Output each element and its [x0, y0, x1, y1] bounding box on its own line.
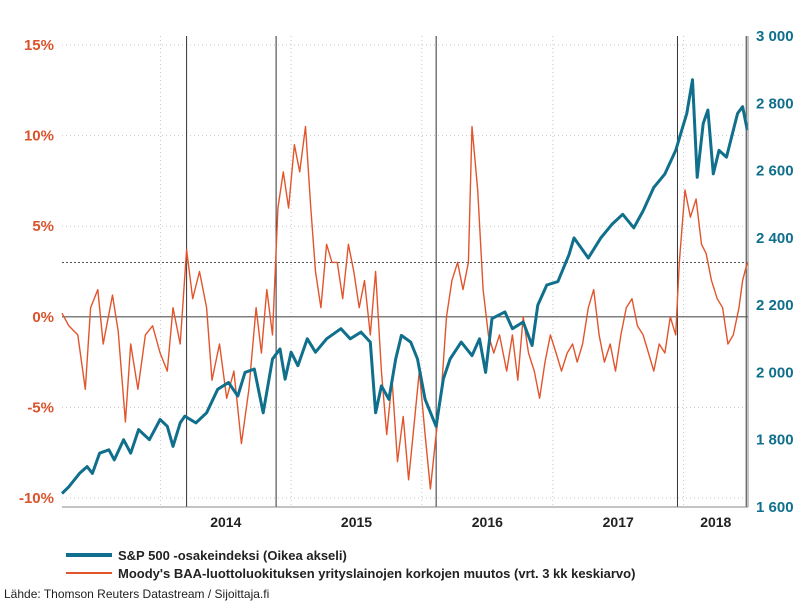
chart: -10% -5% 0% 5% 10% 15% 1 600 1 800 2 000 2 200 2 4… — [19, 28, 794, 530]
y-left-tick-label: 10% — [24, 128, 54, 145]
legend-swatch-baa — [66, 572, 112, 574]
legend-label-sp500: S&P 500 -osakeindeksi (Oikea akseli) — [118, 547, 347, 563]
y-left-tick-label: 15% — [24, 37, 54, 54]
tick-labels: -10% -5% 0% 5% 10% 15% 1 600 1 800 2 000 2 200 2 4… — [19, 28, 794, 530]
y-right-tick-label: 3 000 — [756, 28, 794, 45]
axes — [62, 36, 749, 508]
x-tick-label: 2015 — [341, 514, 372, 530]
grid — [62, 36, 748, 507]
x-tick-label: 2016 — [472, 514, 503, 530]
legend-label-baa: Moody's BAA-luottoluokituksen yrityslain… — [118, 565, 636, 581]
legend-item-baa: Moody's BAA-luottoluokituksen yrityslain… — [66, 564, 635, 582]
y-left-tick-label: -10% — [19, 490, 54, 507]
y-right-tick-label: 2 600 — [756, 163, 794, 180]
x-tick-label: 2014 — [210, 514, 241, 530]
reference-lines — [62, 261, 748, 318]
y-right-tick-label: 2 400 — [756, 230, 794, 247]
y-right-tick-label: 2 000 — [756, 364, 794, 381]
y-left-tick-label: -5% — [27, 399, 54, 416]
legend-item-sp500: S&P 500 -osakeindeksi (Oikea akseli) — [66, 546, 635, 564]
y-right-tick-label: 2 200 — [756, 297, 794, 314]
y-left-tick-label: 5% — [32, 218, 54, 235]
y-left-tick-label: 0% — [32, 309, 54, 326]
x-tick-label: 2017 — [603, 514, 634, 530]
y-right-tick-label: 2 800 — [756, 95, 794, 112]
source-note: Lähde: Thomson Reuters Datastream / Sijo… — [4, 587, 270, 601]
series-line-baa — [61, 125, 748, 490]
y-right-tick-label: 1 600 — [756, 499, 794, 516]
series-lines — [60, 78, 749, 495]
x-tick-label: 2018 — [700, 514, 731, 530]
y-right-tick-label: 1 800 — [756, 432, 794, 449]
legend-swatch-sp500 — [66, 553, 112, 557]
series-line-sp500 — [60, 78, 749, 495]
legend: S&P 500 -osakeindeksi (Oikea akseli) Moo… — [66, 546, 635, 582]
